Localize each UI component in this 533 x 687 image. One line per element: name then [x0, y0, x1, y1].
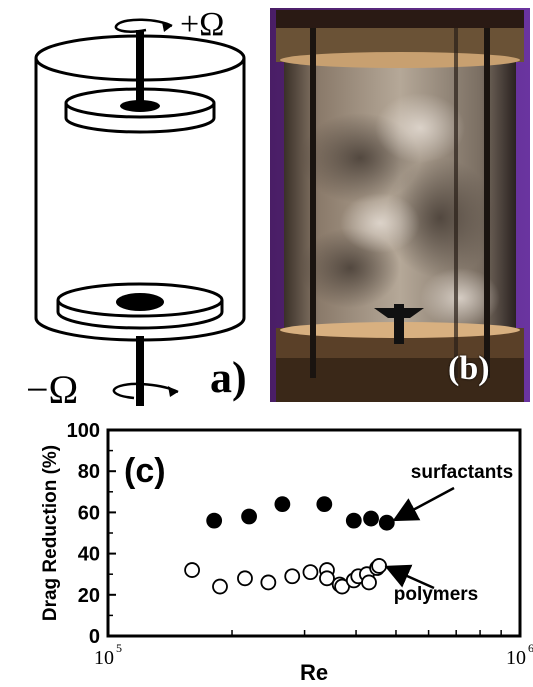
- y-tick-label: 60: [78, 502, 100, 524]
- panel-a-label: a): [210, 353, 247, 402]
- surfactant-point: [363, 510, 379, 527]
- polymer-point: [237, 570, 253, 587]
- apparatus-schematic: [34, 18, 246, 406]
- top-hub: [120, 100, 160, 112]
- surfactant-point: [274, 496, 291, 513]
- y-tick-label: 40: [78, 544, 100, 566]
- bottom-shaft: [136, 336, 144, 406]
- data-points: [184, 496, 395, 595]
- x-tick-label: 10: [94, 647, 114, 669]
- surfactant-point: [206, 512, 223, 529]
- top-shaft: [136, 30, 144, 108]
- apparatus-photo: [270, 8, 530, 402]
- top-rotation-label: +Ω: [180, 6, 225, 43]
- bottom-hub: [116, 293, 164, 311]
- polymer-point: [184, 562, 200, 578]
- surfactant-point: [378, 514, 395, 531]
- x-tick-exponent: 6: [528, 641, 533, 655]
- polymer-point: [361, 574, 377, 591]
- y-tick-label: 80: [78, 461, 100, 483]
- annotation-arrow: [392, 486, 455, 522]
- y-tick-label: 0: [89, 626, 100, 648]
- polymer-point: [284, 568, 301, 585]
- x-tick-exponent: 5: [116, 641, 122, 655]
- surfactant-point: [316, 496, 333, 513]
- annotation-arrow: [384, 564, 435, 590]
- bottom-rotation-arrow: [112, 382, 179, 400]
- bottom-rotation-label: −Ω: [26, 367, 79, 412]
- plot-frame: [106, 428, 522, 638]
- y-tick-label: 100: [67, 420, 100, 442]
- polymer-point: [319, 570, 335, 587]
- polymer-point: [212, 578, 228, 595]
- panel-c-label: (c): [124, 452, 166, 490]
- annotation-polymers: polymers: [394, 584, 478, 605]
- axes: [106, 428, 522, 638]
- x-tick-label: 10: [506, 647, 526, 669]
- surfactant-point: [241, 508, 257, 525]
- y-axis-label: Drag Reduction (%): [40, 445, 61, 621]
- x-axis-label: Re: [300, 660, 328, 685]
- polymer-point: [302, 564, 319, 581]
- polymer-point: [260, 574, 277, 591]
- y-tick-label: 20: [78, 585, 100, 607]
- surfactant-point: [345, 512, 362, 529]
- annotations: (c) surfactants polymers: [124, 452, 513, 605]
- annotation-surfactants: surfactants: [411, 462, 513, 483]
- top-rotation-arrow: [114, 18, 173, 33]
- panel-b-label: (b): [448, 350, 490, 387]
- polymer-point: [371, 558, 388, 574]
